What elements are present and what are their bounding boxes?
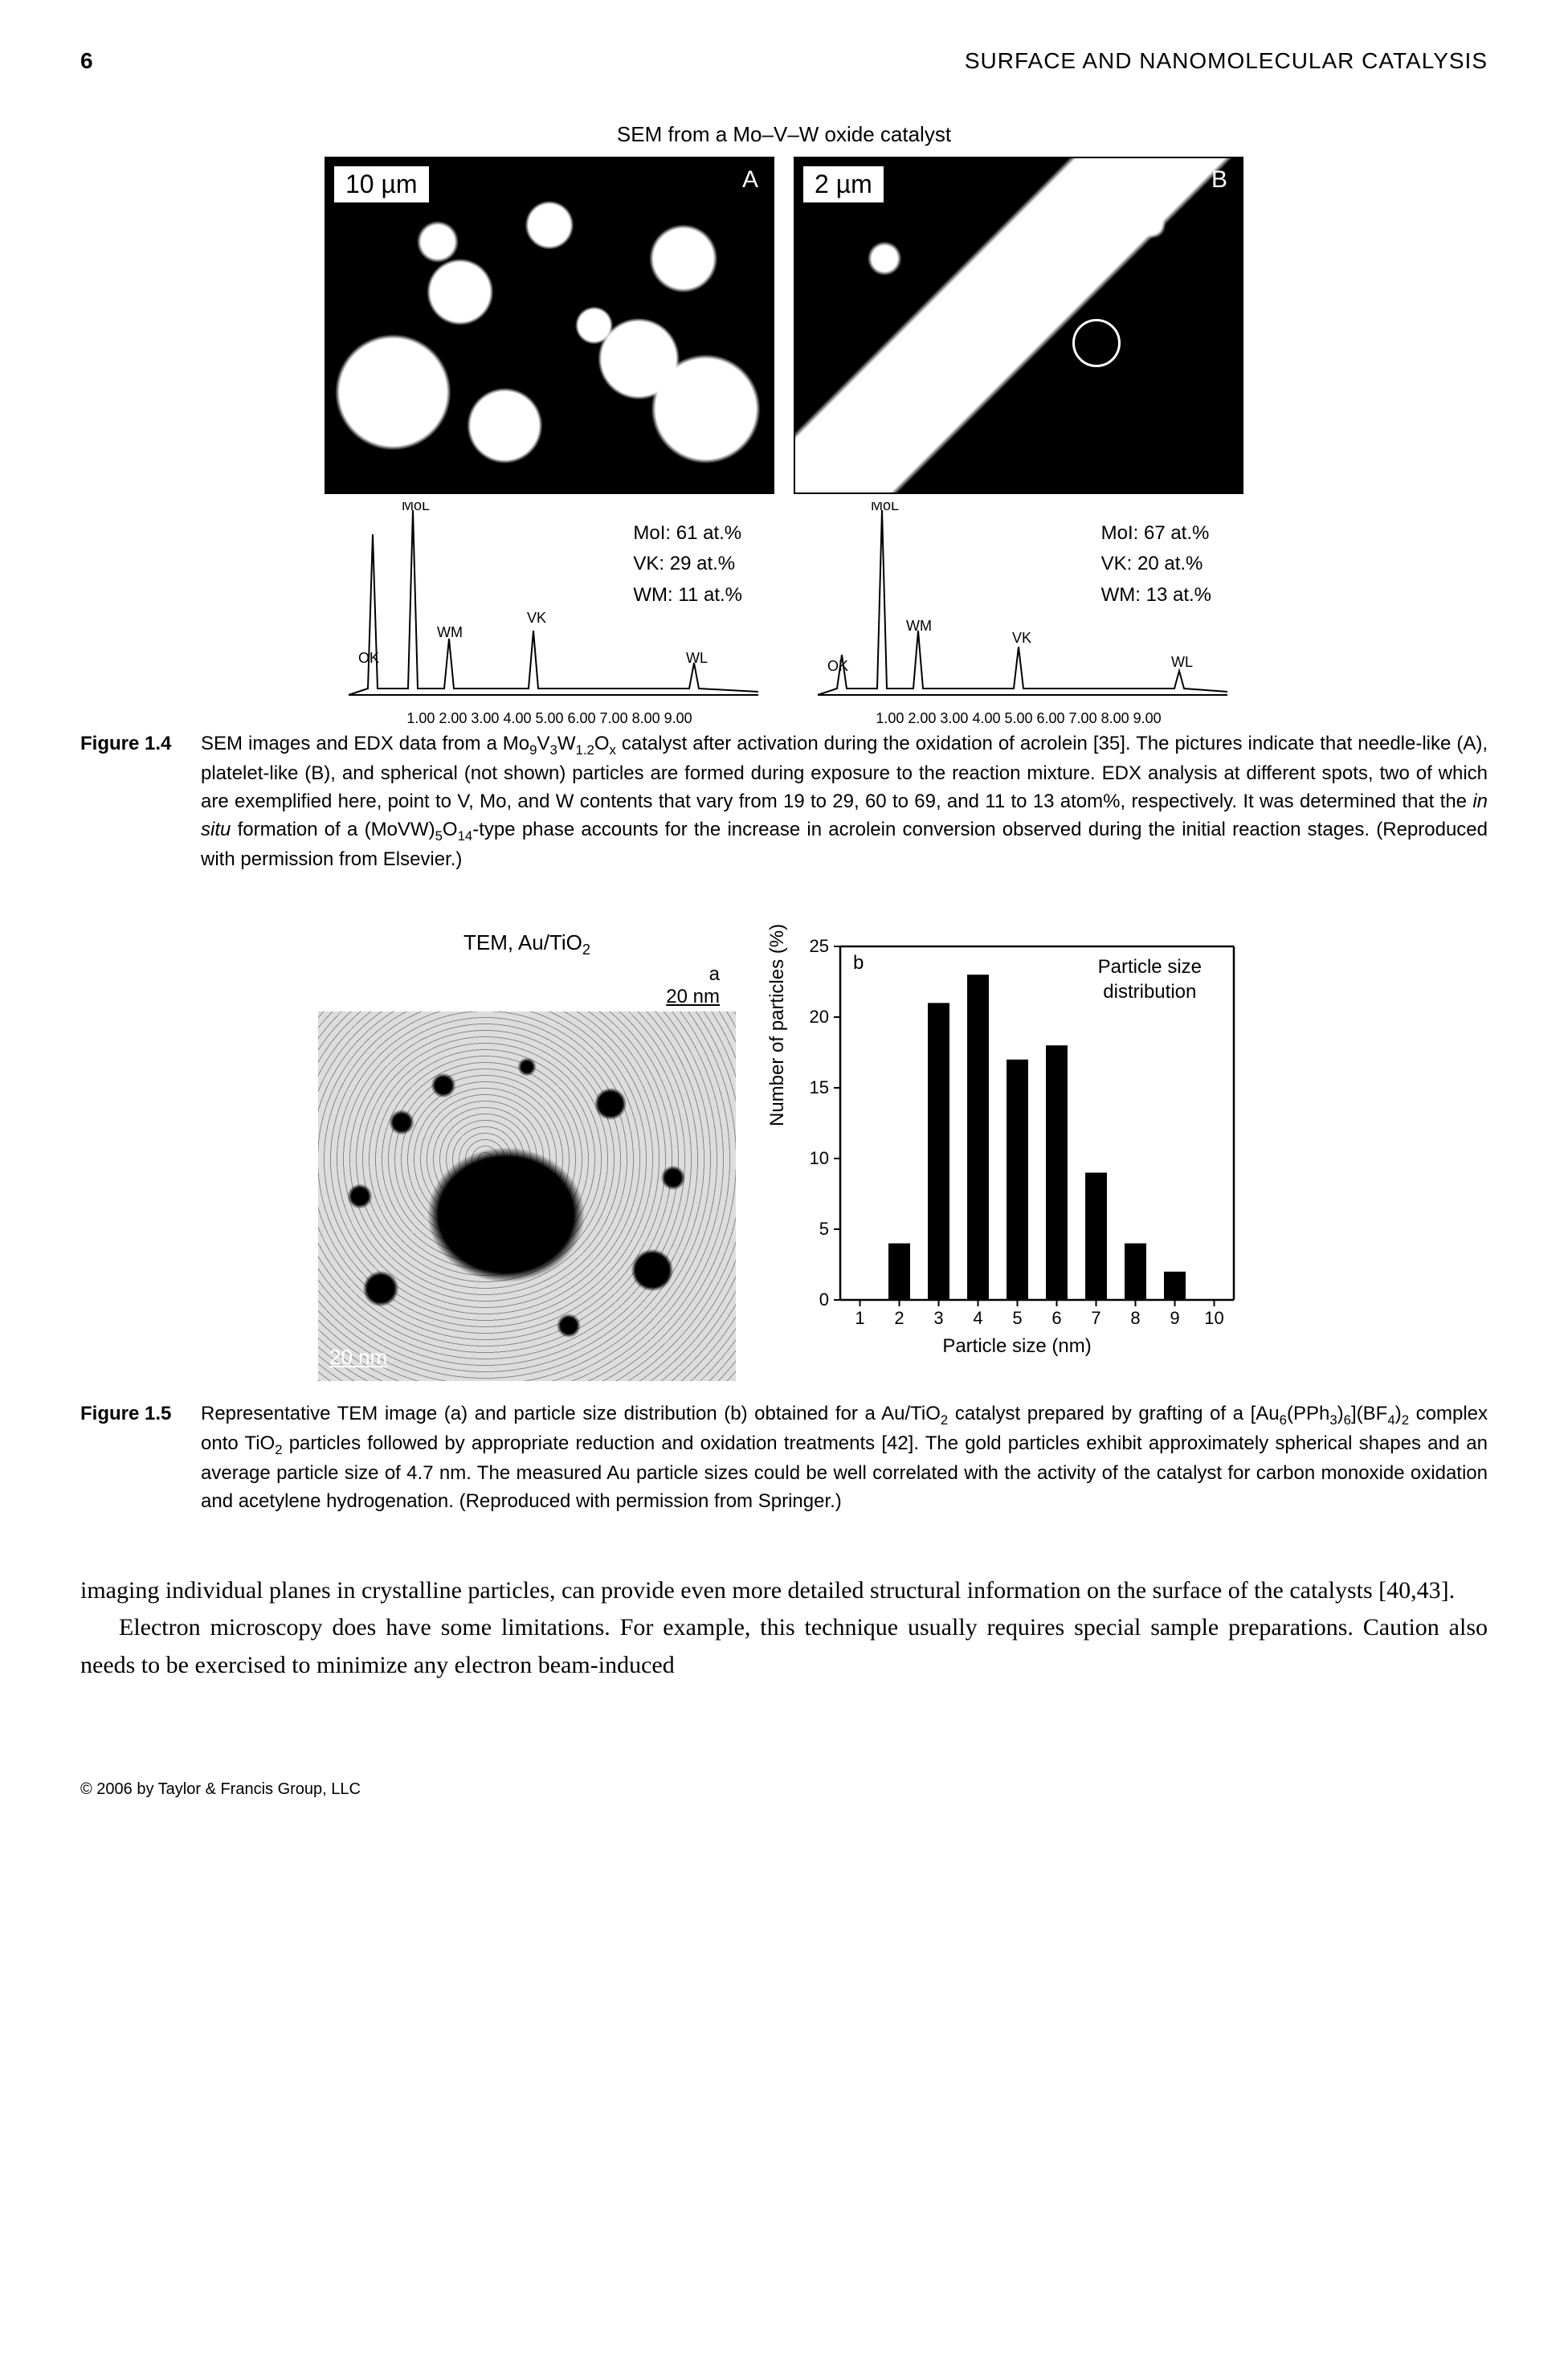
copyright-footer: © 2006 by Taylor & Francis Group, LLC xyxy=(80,1780,1488,1799)
tem-sublabel-row: a xyxy=(318,963,736,986)
tem-scale-overlay: 20 nm xyxy=(329,1345,387,1370)
sem-image-b-texture xyxy=(795,158,1242,492)
svg-text:10: 10 xyxy=(810,1148,829,1168)
fig14-label: Figure 1.4 xyxy=(80,730,201,874)
edx-a-axis: 1.00 2.00 3.00 4.00 5.00 6.00 7.00 8.00 … xyxy=(325,710,774,727)
edx-row: MoI: 61 at.% VK: 29 at.% WM: 11 at.% OKM… xyxy=(80,502,1488,711)
histogram-title: Particle size distribution xyxy=(1098,954,1202,1004)
svg-text:20: 20 xyxy=(810,1007,829,1027)
body-text: imaging individual planes in crystalline… xyxy=(80,1572,1488,1685)
histogram-xlabel: Particle size (nm) xyxy=(942,1335,1091,1358)
sem-a-scale: 10 µm xyxy=(333,165,431,204)
svg-text:2: 2 xyxy=(894,1308,904,1328)
tem-title: TEM, Au/TiO2 xyxy=(318,930,736,958)
tem-panel: TEM, Au/TiO2 a 20 nm 20 nm xyxy=(318,930,736,1381)
edx-panel-b: MoI: 67 at.% VK: 20 at.% WM: 13 at.% OK M… xyxy=(794,502,1243,711)
body-p1: imaging individual planes in crystalline… xyxy=(80,1572,1488,1610)
svg-text:WM: WM xyxy=(906,618,932,634)
svg-text:9: 9 xyxy=(1170,1308,1179,1328)
svg-text:WL: WL xyxy=(686,650,708,666)
hist-title-l2: distribution xyxy=(1098,979,1202,1004)
sem-b-circle-mark xyxy=(1072,319,1121,367)
histogram-ylabel: Number of particles (%) xyxy=(766,924,789,1126)
svg-text:25: 25 xyxy=(810,936,829,956)
svg-text:5: 5 xyxy=(819,1219,829,1239)
svg-text:OK: OK xyxy=(827,658,848,674)
edx-a-line3: WM: 11 at.% xyxy=(633,580,742,611)
svg-text:5: 5 xyxy=(1012,1308,1022,1328)
fig15-label: Figure 1.5 xyxy=(80,1400,201,1516)
edx-panel-a: MoI: 61 at.% VK: 29 at.% WM: 11 at.% OK M… xyxy=(325,502,774,711)
edx-a-percents: MoI: 61 at.% VK: 29 at.% WM: 11 at.% xyxy=(633,518,742,611)
svg-text:b: b xyxy=(853,952,864,974)
edx-b-percents: MoI: 67 at.% VK: 20 at.% WM: 13 at.% xyxy=(1101,518,1211,611)
svg-text:MoL: MoL xyxy=(871,502,899,513)
sem-panel-a: 10 µm A xyxy=(325,157,774,494)
svg-text:10: 10 xyxy=(1204,1308,1223,1328)
edx-b-line1: MoI: 67 at.% xyxy=(1101,518,1211,549)
svg-text:1: 1 xyxy=(855,1308,864,1328)
svg-text:15: 15 xyxy=(810,1077,829,1097)
tem-sublabel-row-2: 20 nm xyxy=(318,986,736,1008)
tem-image-texture xyxy=(318,1011,736,1381)
fig15-row: TEM, Au/TiO2 a 20 nm 20 nm Particle size… xyxy=(80,930,1488,1381)
svg-text:OK: OK xyxy=(358,650,379,666)
chapter-title: SURFACE AND NANOMOLECULAR CATALYSIS xyxy=(965,48,1488,74)
body-p2: Electron microscopy does have some limit… xyxy=(80,1609,1488,1684)
fig15-caption-text: Representative TEM image (a) and particl… xyxy=(201,1400,1488,1516)
svg-text:WM: WM xyxy=(437,624,463,640)
svg-text:8: 8 xyxy=(1130,1308,1140,1328)
tem-title-sub: 2 xyxy=(582,942,590,958)
fig14-title: SEM from a Mo–V–W oxide catalyst xyxy=(80,122,1488,147)
svg-text:6: 6 xyxy=(1051,1308,1061,1328)
sem-image-a-texture xyxy=(326,158,773,492)
sem-a-tag: A xyxy=(742,166,758,194)
fig14-caption-text: SEM images and EDX data from a Mo9V3W1.2… xyxy=(201,730,1488,874)
sem-b-tag: B xyxy=(1211,166,1227,194)
sem-b-scale: 2 µm xyxy=(802,165,885,204)
svg-text:7: 7 xyxy=(1091,1308,1100,1328)
tem-scale-top: 20 nm xyxy=(666,986,720,1008)
edx-a-line2: VK: 29 at.% xyxy=(633,549,742,579)
svg-text:VK: VK xyxy=(1012,630,1031,646)
fig15-caption: Figure 1.5 Representative TEM image (a) … xyxy=(80,1400,1488,1516)
tem-panel-letter: a xyxy=(709,963,720,986)
tem-image: 20 nm xyxy=(318,1011,736,1381)
tem-title-text: TEM, Au/TiO xyxy=(463,930,582,954)
hist-title-l1: Particle size xyxy=(1098,954,1202,979)
svg-text:WL: WL xyxy=(1171,654,1193,670)
edx-b-line3: WM: 13 at.% xyxy=(1101,580,1211,611)
edx-b-line2: VK: 20 at.% xyxy=(1101,549,1211,579)
page-header: 6 SURFACE AND NANOMOLECULAR CATALYSIS xyxy=(80,48,1488,74)
svg-text:3: 3 xyxy=(933,1308,943,1328)
edx-b-axis: 1.00 2.00 3.00 4.00 5.00 6.00 7.00 8.00 … xyxy=(794,710,1243,727)
sem-panel-b: 2 µm B xyxy=(794,157,1243,494)
svg-text:4: 4 xyxy=(973,1308,982,1328)
svg-text:0: 0 xyxy=(819,1289,829,1310)
svg-text:MoL: MoL xyxy=(402,502,430,513)
page-number: 6 xyxy=(80,48,93,74)
fig14-caption: Figure 1.4 SEM images and EDX data from … xyxy=(80,730,1488,874)
sem-image-row: 10 µm A 2 µm B xyxy=(80,157,1488,494)
histogram-panel: Particle size distribution Number of par… xyxy=(784,930,1250,1348)
edx-a-line1: MoI: 61 at.% xyxy=(633,518,742,549)
svg-text:VK: VK xyxy=(527,610,546,626)
